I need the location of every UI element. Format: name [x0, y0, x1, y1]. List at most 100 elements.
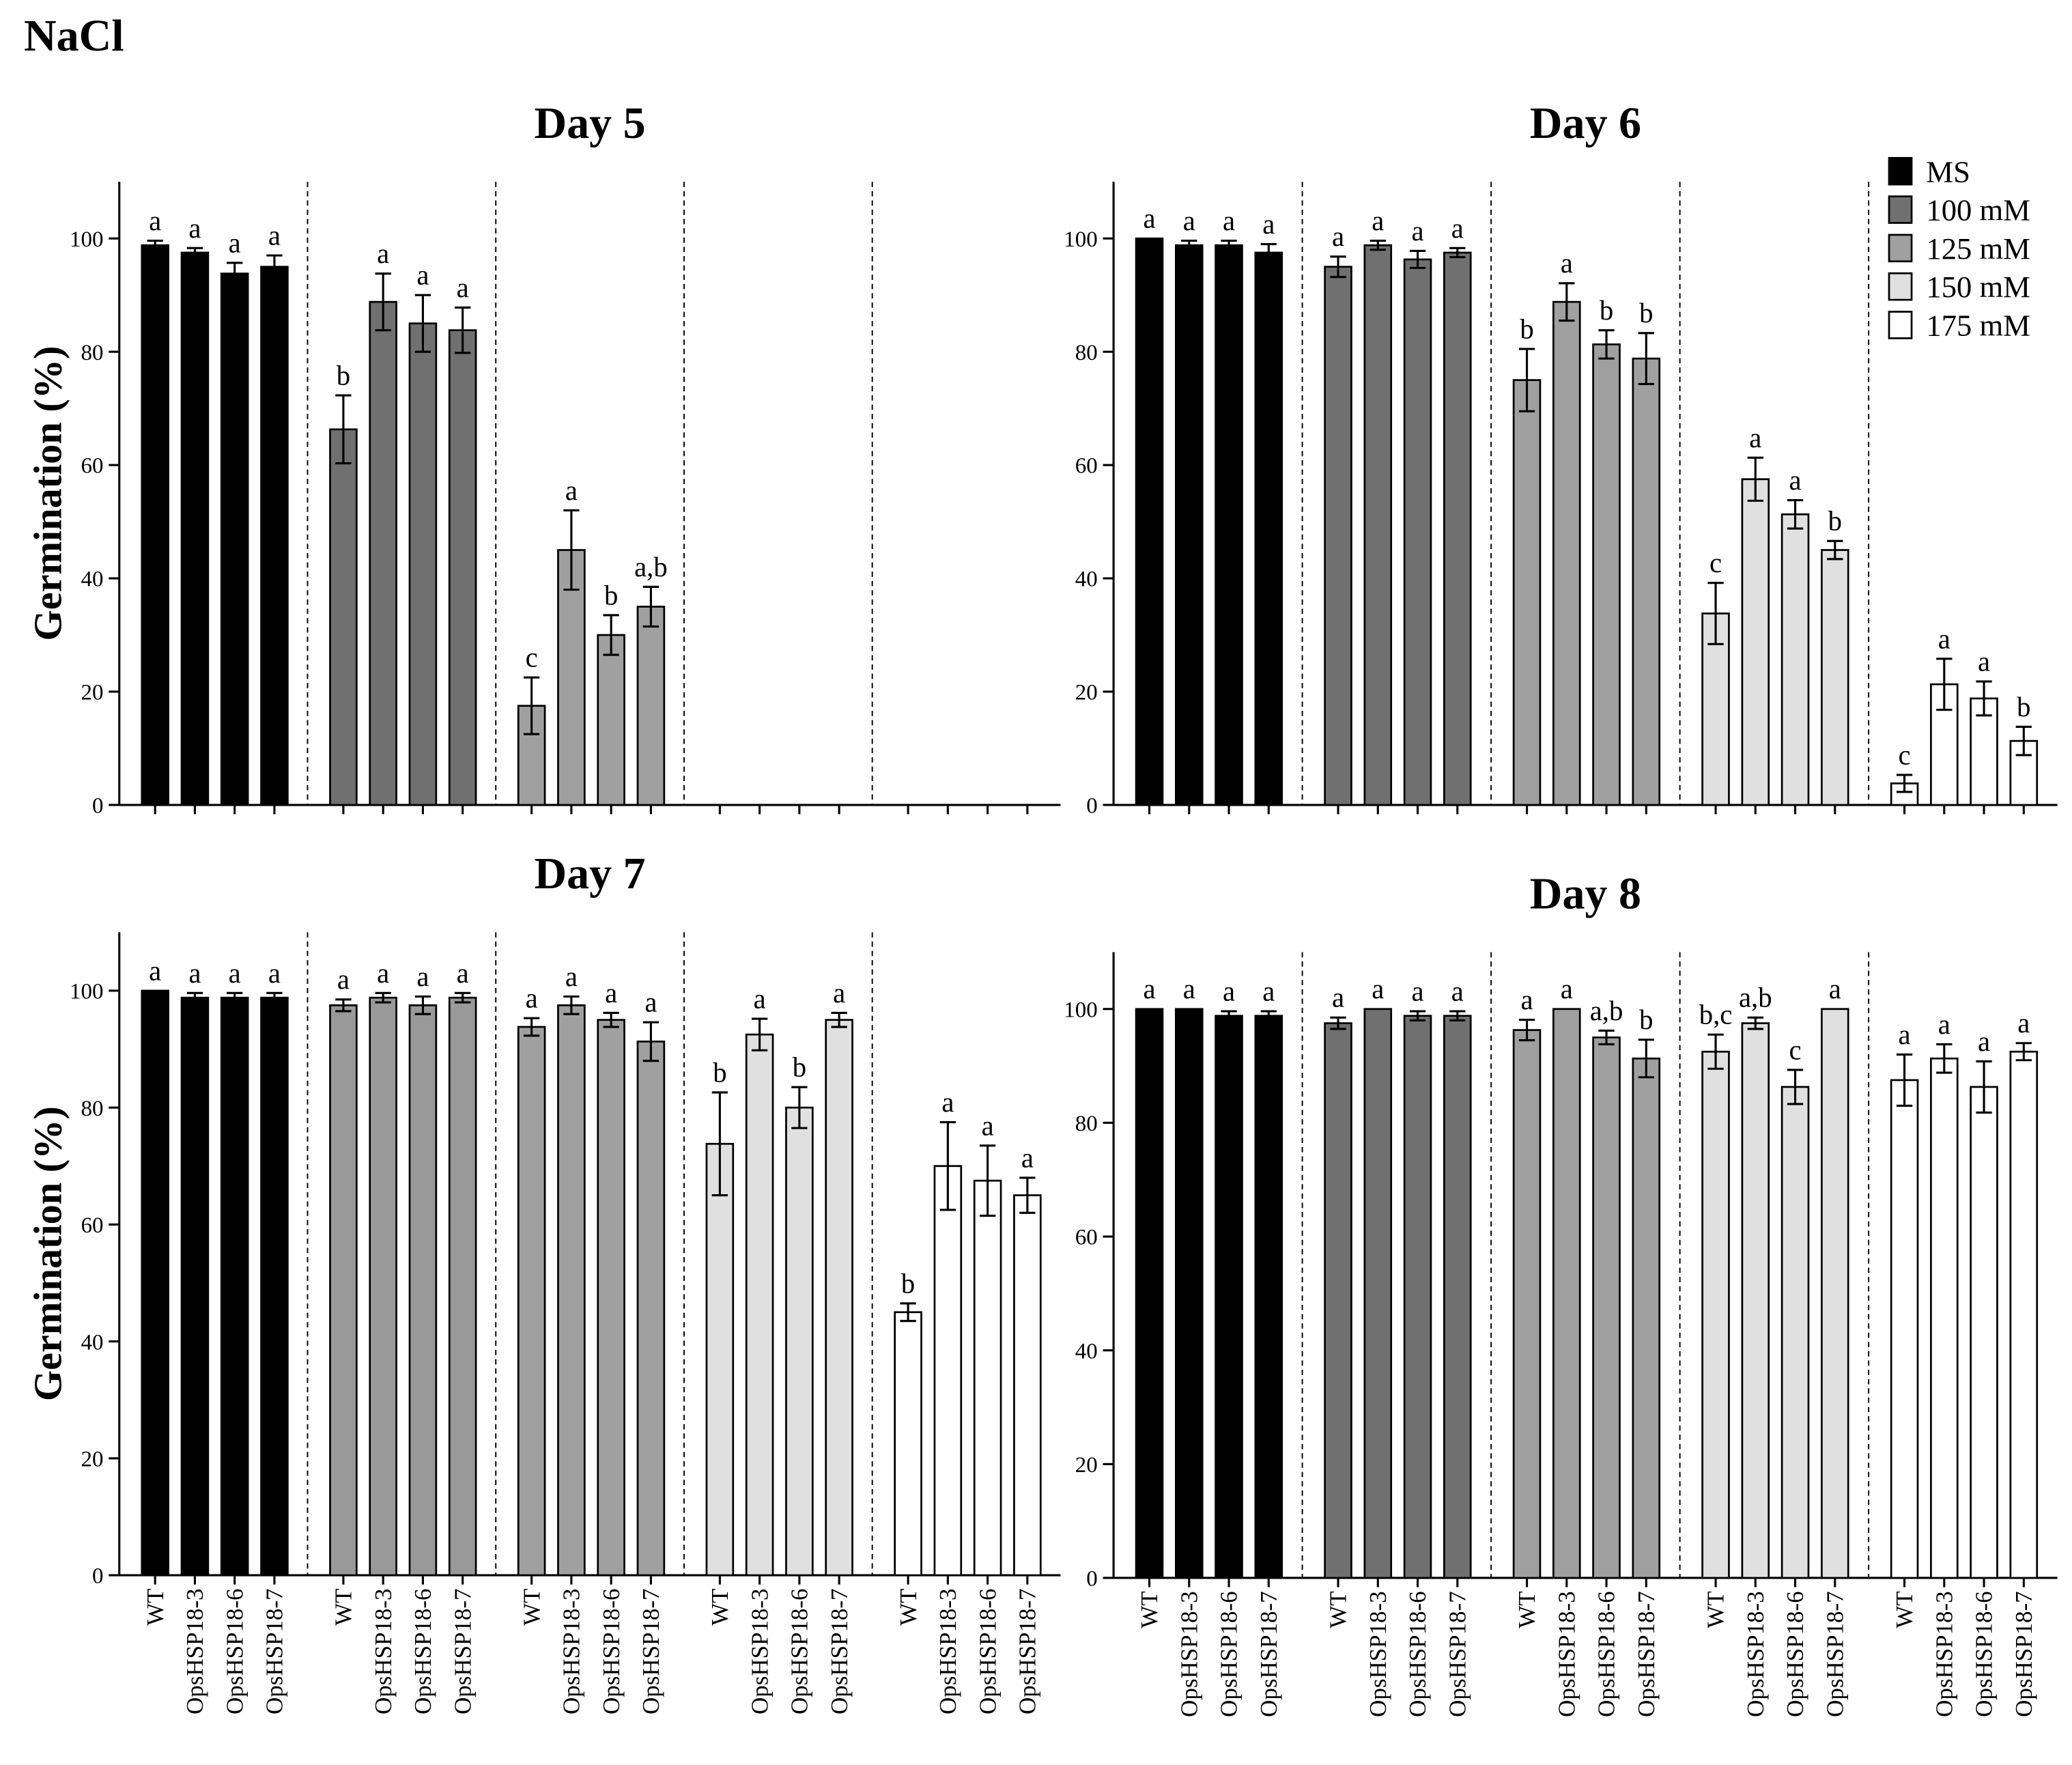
error-bar	[751, 1017, 768, 1051]
x-tick-label: WT	[1514, 1591, 1540, 1628]
bar	[141, 989, 169, 1577]
bar	[329, 428, 358, 806]
x-tick-label: OpsHSP18-6	[598, 1588, 625, 1714]
significance-letter: a	[1899, 1019, 1911, 1050]
significance-letter: a	[457, 272, 469, 303]
bar	[1821, 1008, 1849, 1579]
legend-label: 175 mM	[1926, 309, 2030, 343]
y-tick-label: 60	[1075, 1226, 1098, 1250]
error-bar	[979, 1144, 996, 1217]
significance-letter: a	[268, 958, 281, 989]
error-bar	[1369, 240, 1386, 251]
x-tick-label: OpsHSP18-3	[1365, 1591, 1391, 1717]
bar	[1741, 478, 1770, 806]
panel-title: Day 6	[1530, 98, 1641, 148]
significance-letter: b	[793, 1052, 806, 1083]
y-tick-label: 80	[1075, 1112, 1098, 1136]
significance-letter: a	[1262, 209, 1275, 240]
error-bar	[375, 991, 391, 1004]
significance-letter: b	[1828, 506, 1842, 537]
bar	[180, 251, 210, 806]
x-tick-label: WT	[895, 1588, 922, 1625]
error-bar	[563, 509, 580, 591]
x-tick-label: OpsHSP18-3	[1176, 1591, 1202, 1717]
x-tick-label: WT	[518, 1588, 545, 1625]
legend-label: 100 mM	[1926, 193, 2030, 227]
bar	[141, 244, 169, 806]
error-bar	[900, 1302, 916, 1323]
significance-letter: a	[1978, 647, 1990, 677]
x-tick-label: OpsHSP18-6	[1782, 1591, 1808, 1717]
x-tick-label: OpsHSP18-7	[1444, 1591, 1471, 1717]
error-bar	[227, 991, 243, 1004]
bar	[1592, 1036, 1621, 1579]
x-tick-label: OpsHSP18-3	[558, 1588, 585, 1714]
y-tick-label: 40	[1075, 1339, 1098, 1364]
significance-letter: a	[1262, 976, 1275, 1007]
error-bar	[603, 614, 619, 656]
significance-letter: c	[1709, 548, 1722, 578]
bar	[1512, 1029, 1542, 1579]
significance-letter: a	[149, 206, 161, 236]
bar	[1780, 513, 1810, 806]
x-tick-label: OpsHSP18-3	[370, 1588, 397, 1714]
bar	[1135, 237, 1164, 806]
bar	[1930, 1057, 1959, 1579]
x-tick-label: WT	[1703, 1591, 1729, 1628]
error-bar	[1747, 1016, 1763, 1030]
significance-letter: a	[605, 978, 617, 1008]
bar	[1324, 1022, 1352, 1579]
significance-letter: a	[1332, 221, 1344, 252]
bar	[1890, 1079, 1919, 1579]
x-tick-label: OpsHSP18-3	[746, 1588, 773, 1714]
significance-letter: b	[1639, 298, 1653, 328]
error-bar	[1559, 282, 1575, 322]
error-bar	[1976, 680, 1992, 717]
x-tick-label: OpsHSP18-6	[410, 1588, 436, 1714]
x-tick-label: OpsHSP18-6	[974, 1588, 1001, 1714]
error-bar	[1638, 1039, 1654, 1079]
y-tick-label: 60	[1075, 454, 1098, 479]
error-bar	[2015, 725, 2032, 757]
bar	[329, 1004, 358, 1577]
significance-letter: b	[901, 1268, 915, 1299]
significance-letter: c	[1899, 739, 1911, 770]
error-bar	[1449, 246, 1466, 259]
x-tick-label: OpsHSP18-7	[449, 1588, 476, 1714]
y-tick-label: 100	[70, 227, 104, 252]
bar	[597, 634, 625, 806]
significance-letter: b	[1639, 1004, 1653, 1035]
error-bar	[1827, 539, 1843, 561]
bar	[1135, 1008, 1164, 1579]
x-tick-label: WT	[1325, 1591, 1352, 1628]
significance-letter: a	[1938, 1009, 1950, 1040]
x-tick-label: OpsHSP18-3	[1931, 1591, 1957, 1717]
error-bar	[266, 254, 283, 279]
x-tick-label: OpsHSP18-3	[1553, 1591, 1580, 1717]
significance-letter: a	[1451, 213, 1464, 244]
error-bar	[186, 246, 203, 259]
y-axis-label: Germination (%)	[25, 1106, 70, 1401]
y-tick-label: 20	[1075, 681, 1098, 705]
y-tick-label: 100	[1064, 998, 1098, 1022]
y-axis-label: Germination (%)	[25, 346, 70, 641]
error-bar	[375, 272, 391, 332]
bar	[1403, 258, 1432, 806]
x-tick-label: WT	[330, 1588, 357, 1625]
significance-letter: a	[1978, 1026, 1990, 1057]
bar	[1821, 549, 1849, 806]
bar	[220, 996, 249, 1577]
error-bar	[455, 306, 471, 354]
legend-label: 125 mM	[1926, 231, 2030, 266]
error-bar	[1019, 1176, 1036, 1214]
y-tick-label: 0	[92, 1564, 104, 1589]
legend-swatch	[1888, 234, 1913, 263]
error-bar	[711, 1091, 728, 1197]
bar	[260, 266, 289, 806]
bar	[1512, 379, 1542, 806]
significance-letter: a	[1561, 248, 1573, 279]
bar	[1780, 1086, 1810, 1579]
bar	[220, 272, 249, 806]
significance-letter: c	[1789, 1034, 1802, 1065]
